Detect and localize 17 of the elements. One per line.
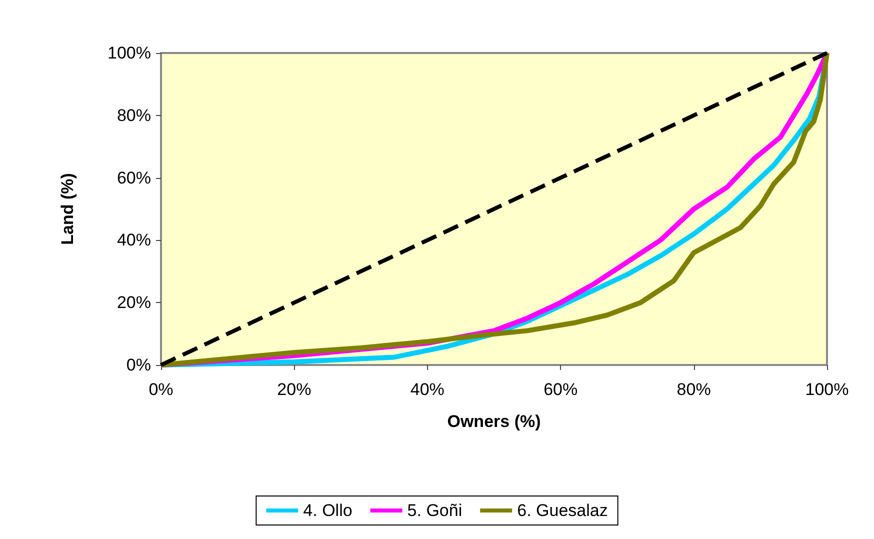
x-tick-label: 40% [410, 380, 444, 399]
x-tick-label: 0% [148, 380, 174, 399]
y-tick-label: 0% [126, 356, 151, 374]
y-tick-label: 100% [108, 44, 151, 62]
x-tick-label: 60% [544, 380, 578, 399]
x-tick-label: 100% [805, 380, 849, 399]
legend-label: 6. Guesalaz [517, 501, 608, 520]
y-tick-label: 60% [116, 168, 151, 188]
y-tick-label: 40% [116, 230, 151, 250]
x-tick-label: 80% [676, 380, 711, 399]
legend-label: 4. Ollo [303, 501, 352, 520]
x-axis-title: Owners (%) [447, 412, 541, 431]
x-tick-label: 20% [277, 380, 312, 399]
y-axis-title: Land (%) [58, 173, 77, 245]
y-tick-label: 80% [116, 106, 151, 125]
legend-label: 5. Goñi [407, 501, 462, 520]
y-tick-label: 20% [116, 293, 151, 312]
